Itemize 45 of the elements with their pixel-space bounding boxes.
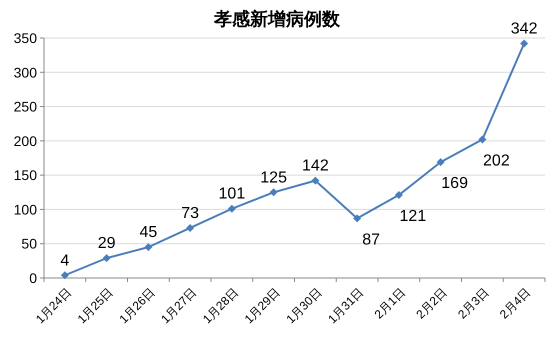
x-tick-label: 1月26日 [116, 285, 158, 326]
x-tick-label: 1月27日 [158, 285, 200, 326]
point [520, 39, 528, 48]
x-tick-label: 2月2日 [413, 285, 450, 322]
x-tick-label: 1月24日 [32, 285, 74, 326]
x-tick-label: 2月4日 [496, 285, 534, 322]
point [478, 135, 486, 144]
y-tick-label: 100 [14, 201, 38, 218]
data-label: 101 [218, 186, 246, 203]
point [60, 271, 69, 280]
point [228, 204, 236, 213]
y-tick-label: 350 [14, 30, 38, 46]
point [394, 191, 403, 200]
point [353, 214, 362, 222]
point [144, 243, 152, 252]
data-label: 121 [400, 208, 426, 226]
x-tick-label: 1月31日 [325, 285, 366, 326]
y-tick-label: 0 [29, 270, 38, 286]
x-tick-label: 1月30日 [283, 285, 324, 326]
data-label: 87 [362, 231, 380, 248]
x-tick-label: 2月1日 [372, 285, 408, 322]
point [102, 254, 111, 262]
data-label: 142 [302, 158, 329, 175]
x-tick-label: 1月25日 [74, 285, 116, 326]
y-tick-label: 300 [14, 64, 38, 80]
data-label: 169 [441, 175, 468, 192]
point [311, 176, 320, 185]
x-tick-label: 1月28日 [200, 285, 241, 326]
x-tick-label: 1月29日 [242, 285, 283, 326]
data-label: 202 [483, 152, 510, 170]
y-tick-label: 250 [14, 98, 38, 115]
point [186, 224, 194, 232]
y-tick-label: 150 [14, 167, 38, 184]
data-label: 45 [139, 224, 158, 242]
y-tick-label: 200 [14, 132, 38, 149]
data-label: 73 [181, 204, 200, 222]
data-label: 125 [260, 169, 288, 186]
y-tick-label: 50 [21, 236, 38, 252]
data-label: 29 [98, 235, 116, 252]
point [436, 158, 445, 166]
point [270, 188, 278, 196]
data-label: 4 [60, 252, 70, 270]
data-label: 342 [510, 20, 538, 38]
chart-title: 孝感新增病例数 [213, 9, 341, 29]
x-tick-label: 2月3日 [455, 285, 492, 322]
